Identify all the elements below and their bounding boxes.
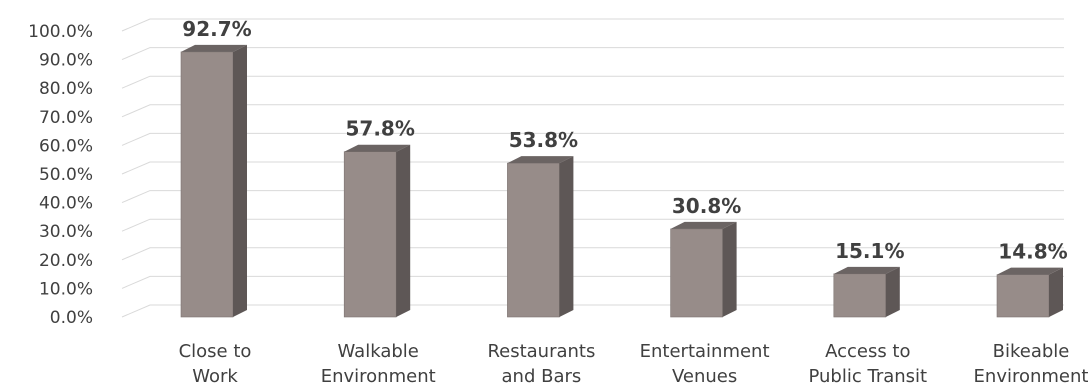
bar-top-face	[670, 221, 737, 229]
bar-side-face	[396, 144, 411, 317]
gridline	[121, 18, 1064, 32]
data-labels: 92.7% 57.8% 53.8% 30.8% 15.1% 14.8%	[182, 17, 1067, 264]
bar-top-face	[181, 44, 247, 52]
bar	[180, 44, 247, 318]
bar-top-face	[997, 267, 1063, 275]
bar-top-face	[507, 156, 574, 164]
bar-side-face	[722, 221, 737, 317]
data-label: 14.8%	[998, 240, 1067, 264]
bar-side-face	[885, 266, 900, 317]
bar-front-face	[180, 51, 234, 318]
gridline	[121, 132, 1064, 146]
y-tick-label: 30.0%	[39, 222, 93, 242]
data-label: 92.7%	[182, 17, 251, 41]
y-tick-label: 20.0%	[39, 251, 93, 271]
gridline	[121, 75, 1064, 89]
category-label: Entertainment Venues	[640, 341, 770, 387]
category-label: Close to Work	[179, 341, 252, 387]
y-tick-label: 80.0%	[39, 79, 93, 99]
gridlines	[121, 18, 1064, 318]
bar-side-face	[233, 44, 247, 318]
bar-front-face	[996, 274, 1050, 318]
gridline	[121, 161, 1064, 175]
bar-front-face	[833, 273, 887, 318]
bar-side-face	[1049, 267, 1063, 317]
gridline	[121, 190, 1064, 204]
bar-top-face	[344, 144, 411, 152]
category-label: Access to Public Transit	[808, 341, 927, 387]
data-label: 30.8%	[672, 194, 741, 218]
category-label: Restaurants and Bars	[487, 341, 595, 387]
y-tick-label: 60.0%	[39, 136, 93, 156]
data-label: 15.1%	[835, 239, 904, 263]
data-label: 53.8%	[509, 128, 578, 152]
bars	[180, 44, 1063, 318]
bar	[343, 144, 411, 318]
y-tick-label: 70.0%	[39, 108, 93, 128]
y-tick-label: 10.0%	[39, 279, 93, 299]
x-axis-category-labels: Close to Work Walkable Environment Restauran…	[179, 341, 1089, 387]
bar	[507, 156, 574, 318]
gridline	[121, 275, 1064, 289]
y-tick-label: 100.0%	[28, 22, 93, 42]
y-axis-tick-labels: 0.0% 10.0% 20.0% 30.0% 40.0% 50.0% 60.0% 70.0% 8…	[28, 22, 93, 328]
y-tick-label: 90.0%	[39, 51, 93, 71]
gridline	[121, 47, 1064, 61]
category-label: Walkable Environment	[321, 341, 436, 387]
data-label: 57.8%	[346, 117, 415, 141]
y-tick-label: 40.0%	[39, 194, 93, 214]
bar	[670, 221, 737, 318]
bar-front-face	[343, 151, 397, 318]
gridline	[121, 304, 1064, 318]
bar	[996, 267, 1063, 318]
gridline	[121, 218, 1064, 232]
gridline	[121, 104, 1064, 118]
bar	[833, 266, 900, 318]
category-label: Bikeable Environment	[974, 341, 1089, 387]
y-tick-label: 0.0%	[50, 308, 93, 328]
y-tick-label: 50.0%	[39, 165, 93, 185]
bar-front-face	[507, 162, 560, 318]
bar-front-face	[670, 228, 723, 318]
gridline	[121, 247, 1064, 261]
bar-side-face	[559, 156, 574, 317]
bar-top-face	[833, 266, 900, 274]
